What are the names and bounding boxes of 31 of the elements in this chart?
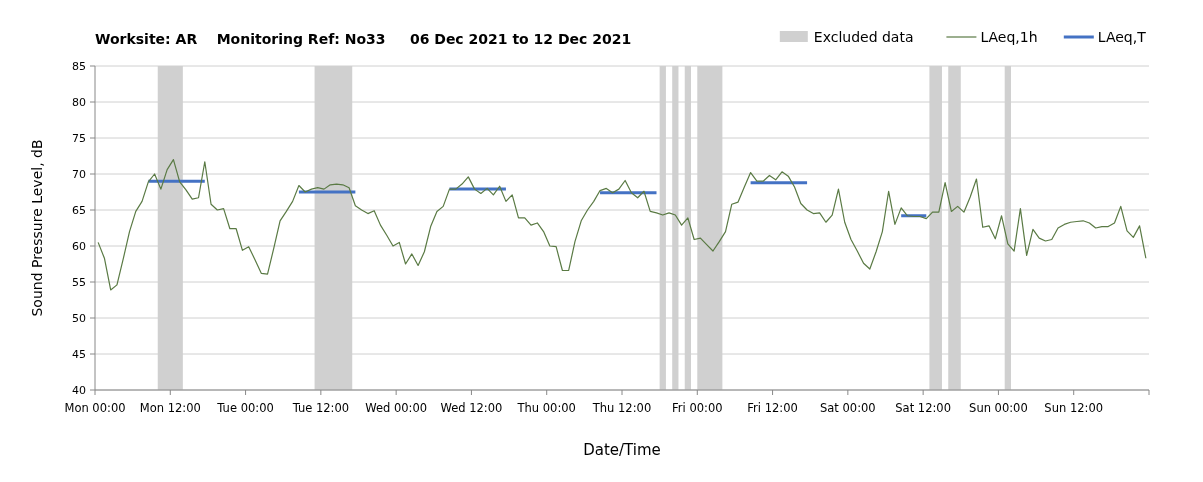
y-axis-title: Sound Pressure Level, dB — [29, 139, 45, 317]
x-tick-label: Wed 12:00 — [440, 401, 503, 415]
x-tick-label: Wed 00:00 — [365, 401, 428, 415]
x-tick-label: Fri 12:00 — [747, 401, 798, 415]
y-tick-label: 85 — [72, 59, 86, 73]
x-tick-label: Sat 00:00 — [820, 401, 876, 415]
y-tick-label: 60 — [72, 239, 86, 253]
x-tick-label: Tue 12:00 — [291, 401, 350, 415]
legend-label: LAeq,T — [1097, 29, 1147, 45]
x-tick-label: Sun 00:00 — [969, 401, 1028, 415]
x-tick-label: Thu 12:00 — [591, 401, 652, 415]
line-series — [97, 159, 1147, 291]
y-tick-label: 50 — [72, 311, 86, 325]
y-tick-label: 65 — [72, 203, 86, 217]
y-tick-label: 45 — [72, 347, 86, 361]
y-tick-label: 70 — [72, 167, 86, 181]
y-tick-label: 55 — [72, 275, 86, 289]
x-tick-label: Thu 00:00 — [516, 401, 576, 415]
x-tick-label: Tue 00:00 — [216, 401, 274, 415]
x-axis-title: Date/Time — [583, 441, 661, 459]
chart-title: Worksite: AR Monitoring Ref: No33 06 Dec 2021 to 12 Dec 2021 — [95, 31, 632, 47]
legend-label: Excluded data — [813, 29, 914, 45]
x-tick-label: Mon 00:00 — [64, 401, 126, 415]
y-tick-label: 75 — [72, 131, 86, 145]
x-tick-label: Sun 12:00 — [1044, 401, 1104, 415]
x-tick-label: Fri 00:00 — [672, 401, 723, 415]
y-tick-label: 80 — [72, 95, 86, 109]
x-tick-label: Mon 12:00 — [139, 401, 201, 415]
legend-label: LAeq,1h — [980, 29, 1038, 45]
y-tick-label: 40 — [72, 383, 86, 397]
x-tick-label: Sat 12:00 — [895, 401, 951, 415]
